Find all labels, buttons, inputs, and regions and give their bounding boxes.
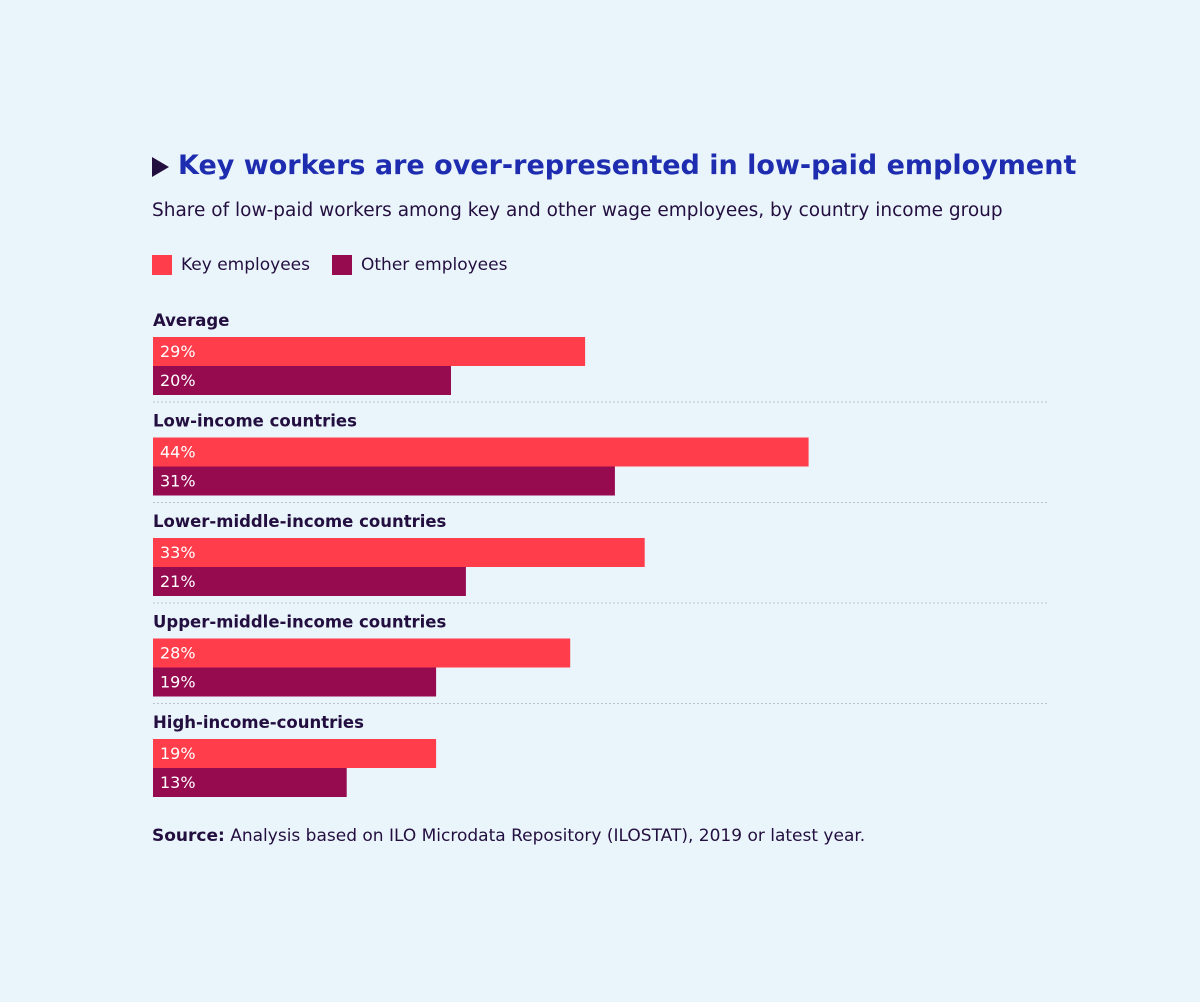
bar-key-employees-low-income-countries: [153, 437, 809, 467]
bar-other-employees-upper-middle-income-countries: [153, 667, 437, 697]
bar-other-employees-average: [153, 366, 451, 395]
data-label-other-employees-high-income-countries: 13%: [160, 773, 196, 792]
legend-label-other-employees: Other employees: [361, 255, 508, 275]
source-note: Source: Analysis based on ILO Microdata …: [152, 826, 865, 846]
data-label-key-employees-upper-middle-income-countries: 28%: [160, 644, 196, 663]
bar-other-employees-low-income-countries: [153, 466, 615, 496]
data-label-other-employees-low-income-countries: 31%: [160, 472, 196, 491]
chart-title-row: Key workers are over-represented in low-…: [152, 150, 1076, 181]
legend-label-key-employees: Key employees: [181, 255, 310, 275]
data-label-key-employees-high-income-countries: 19%: [160, 744, 196, 763]
category-label-low-income-countries: Low-income countries: [153, 412, 357, 431]
category-label-average: Average: [153, 311, 229, 330]
bar-key-employees-upper-middle-income-countries: [153, 638, 571, 668]
source-text: Analysis based on ILO Microdata Reposito…: [230, 826, 866, 846]
play-triangle-icon: [152, 156, 169, 177]
data-label-other-employees-average: 20%: [160, 371, 196, 390]
legend-swatch-other-employees: [332, 255, 352, 275]
chart-title: Key workers are over-represented in low-…: [178, 150, 1077, 181]
legend-item-other-employees: Other employees: [332, 255, 507, 275]
bar-other-employees-high-income-countries: [153, 768, 347, 797]
legend-swatch-key-employees: [152, 255, 172, 275]
legend: Key employees Other employees: [152, 255, 529, 275]
data-label-other-employees-lower-middle-income-countries: 21%: [160, 572, 196, 591]
data-label-key-employees-average: 29%: [160, 342, 196, 361]
data-label-key-employees-lower-middle-income-countries: 33%: [160, 543, 196, 562]
category-label-upper-middle-income-countries: Upper-middle-income countries: [153, 613, 446, 632]
bar-key-employees-high-income-countries: [153, 739, 437, 768]
bar-key-employees-lower-middle-income-countries: [153, 538, 645, 567]
category-label-lower-middle-income-countries: Lower-middle-income countries: [153, 512, 447, 531]
legend-item-key-employees: Key employees: [152, 255, 310, 275]
data-label-other-employees-upper-middle-income-countries: 19%: [160, 673, 196, 692]
bar-other-employees-lower-middle-income-countries: [153, 567, 466, 596]
data-label-key-employees-low-income-countries: 44%: [160, 443, 196, 462]
bar-key-employees-average: [153, 337, 586, 366]
source-label: Source:: [152, 826, 225, 846]
category-label-high-income-countries: High-income-countries: [153, 713, 364, 732]
chart-subtitle: Share of low-paid workers among key and …: [152, 200, 1003, 221]
